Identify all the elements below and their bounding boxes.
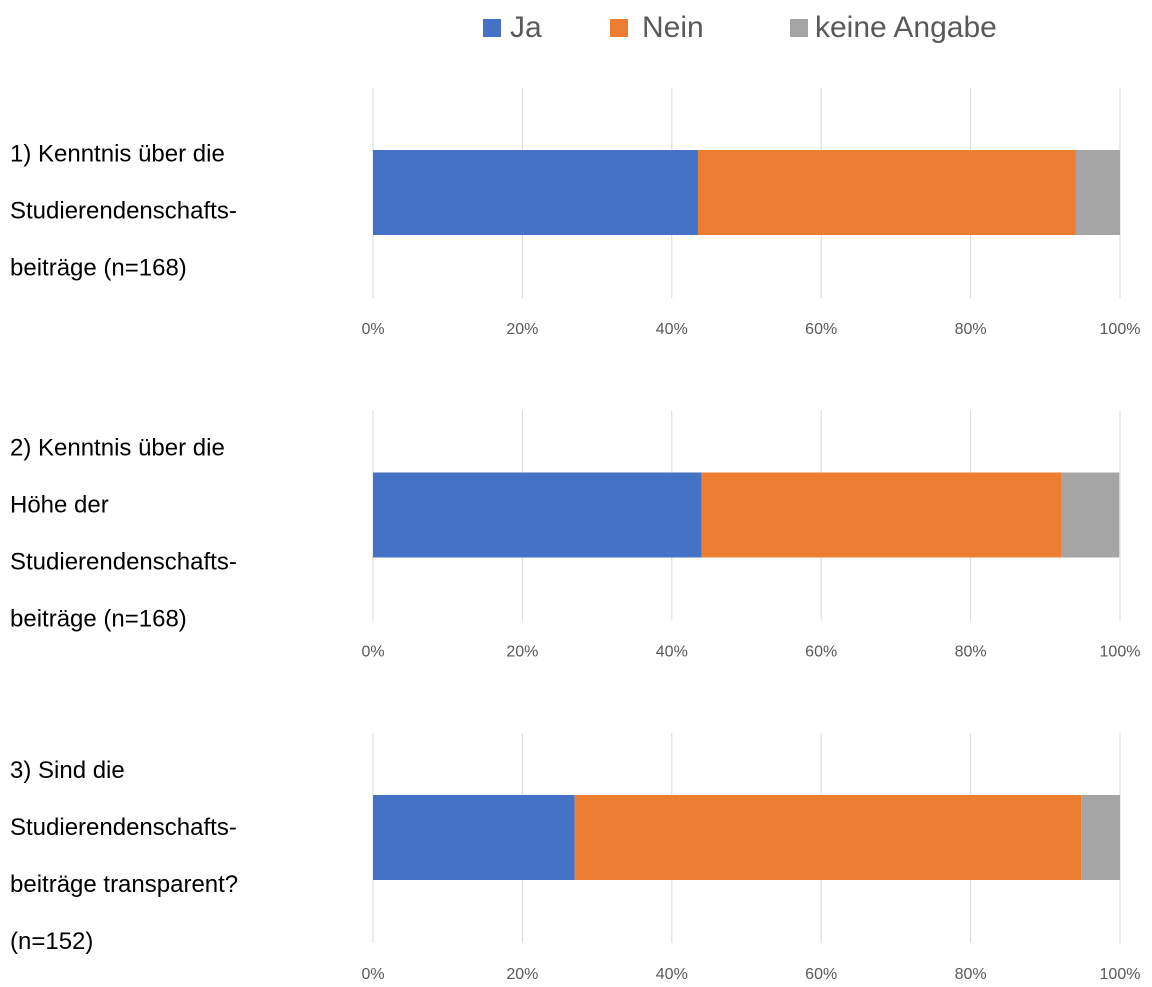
x-tick-label: 80% [955,644,987,661]
bar-segment [373,795,575,880]
x-tick-label: 20% [506,321,538,338]
x-tick-label: 0% [361,644,384,661]
x-tick-label: 0% [361,321,384,338]
bar-segment [1081,795,1120,880]
legend-swatch [790,19,808,37]
legend-swatch [483,19,501,37]
bar-segment [574,795,1082,880]
category-label: 1) Kenntnis über die Studierendenschafts-… [10,141,237,282]
x-tick-label: 60% [805,966,837,983]
x-tick-label: 40% [656,966,688,983]
category-label: 3) Sind die Studierendenschafts-beiträge … [10,757,238,955]
x-tick-label: 100% [1100,321,1141,338]
x-tick-label: 80% [955,966,987,983]
x-tick-label: 60% [805,644,837,661]
x-tick-label: 0% [361,966,384,983]
bar-segment [1075,150,1120,235]
legend-label: Nein [642,11,704,44]
x-tick-label: 20% [506,966,538,983]
x-tick-label: 100% [1100,644,1141,661]
legend-label: keine Angabe [815,11,997,44]
bar-segment [1061,472,1120,558]
legend-swatch [610,19,628,37]
bar-segment [373,472,702,558]
x-tick-label: 20% [506,644,538,661]
x-tick-label: 40% [656,321,688,338]
x-tick-label: 40% [656,644,688,661]
category-label: 2) Kenntnis über die Höhe der Studierenden… [10,435,237,633]
bar-segment [701,472,1062,558]
x-tick-label: 100% [1100,966,1141,983]
legend-label: Ja [510,11,542,44]
bar-segment [697,150,1076,235]
bar-segment [373,150,698,235]
x-tick-label: 60% [805,321,837,338]
x-tick-label: 80% [955,321,987,338]
